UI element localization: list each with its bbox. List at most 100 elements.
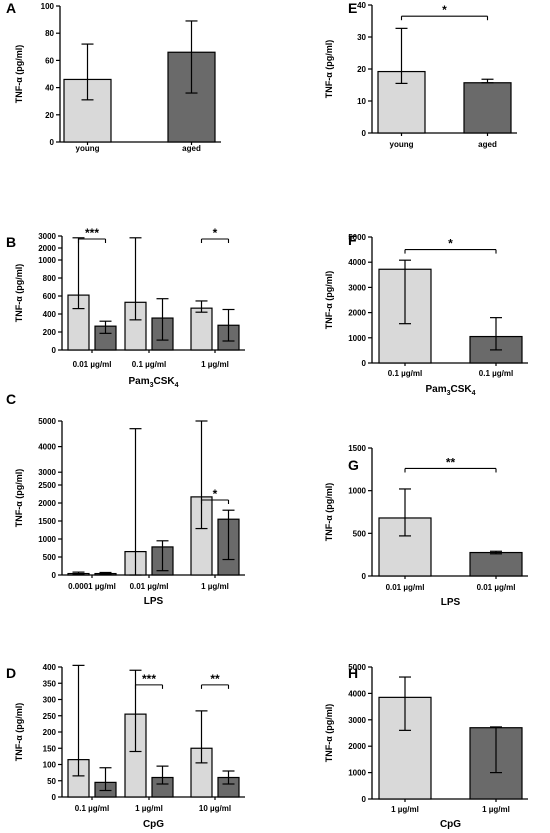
y-tick-label-D: 100 — [43, 761, 57, 770]
y-tick-label-break-C: 5000 — [38, 417, 56, 426]
y-tick-label-C: 500 — [43, 553, 57, 562]
x-tick-label-C: 0.0001 µg/ml — [68, 582, 116, 591]
y-tick-label-A: 0 — [50, 138, 55, 147]
y-tick-label-D: 150 — [43, 744, 57, 753]
y-tick-label-F: 3000 — [348, 283, 366, 292]
significance-label-D: ** — [210, 672, 220, 686]
y-tick-label-H: 2000 — [348, 742, 366, 751]
y-tick-label-B: 600 — [43, 292, 57, 301]
y-tick-label-D: 50 — [47, 777, 56, 786]
x-axis-label-C: LPS — [144, 596, 164, 607]
y-tick-label-A: 80 — [45, 29, 54, 38]
y-tick-label-G: 1500 — [348, 444, 366, 453]
significance-label-E: * — [442, 3, 447, 17]
bar-G-aged — [469, 551, 523, 577]
panel-letter-D: D — [6, 665, 16, 681]
y-tick-label-D: 300 — [43, 696, 57, 705]
y-tick-label-C: 1500 — [38, 517, 56, 526]
y-axis-label-D: TNF-α (pg/ml) — [14, 703, 24, 762]
significance-label-D: *** — [142, 672, 156, 686]
y-tick-label-E: 40 — [357, 1, 366, 10]
x-axis-label-part-B: 3 — [150, 382, 154, 389]
y-tick-label-break-B: 2000 — [38, 244, 56, 253]
x-tick-label-E: aged — [478, 140, 497, 149]
y-tick-label-G: 500 — [353, 529, 367, 538]
x-tick-label-G: 0.01 µg/ml — [477, 583, 516, 592]
y-tick-label-E: 10 — [357, 97, 366, 106]
x-axis-label-D: CpG — [143, 819, 164, 830]
y-tick-label-D: 200 — [43, 728, 57, 737]
y-axis-label-H: TNF-α (pg/ml) — [324, 704, 334, 763]
significance-label-B: * — [213, 226, 218, 240]
significance-label-F: * — [448, 237, 453, 251]
y-tick-label-D: 250 — [43, 712, 57, 721]
x-tick-label-B: 1 µg/ml — [201, 360, 229, 369]
x-tick-label-B: 0.1 µg/ml — [132, 360, 166, 369]
y-tick-label-D: 400 — [43, 663, 57, 672]
y-tick-label-break-B: 3000 — [38, 232, 56, 241]
panel-letter-F: F — [348, 232, 357, 248]
panel-letter-A: A — [6, 0, 16, 16]
x-tick-label-G: 0.01 µg/ml — [386, 583, 425, 592]
y-tick-label-E: 20 — [357, 65, 366, 74]
x-tick-label-H: 1 µg/ml — [482, 805, 510, 814]
panel-letter-H: H — [348, 665, 358, 681]
y-tick-label-C: 1000 — [38, 535, 56, 544]
y-tick-label-C: 2500 — [38, 481, 56, 490]
y-tick-label-A: 40 — [45, 84, 54, 93]
bar-B-young — [190, 307, 213, 351]
y-tick-label-G: 0 — [362, 572, 367, 581]
y-tick-label-F: 4000 — [348, 258, 366, 267]
y-axis-label-F: TNF-α (pg/ml) — [324, 271, 334, 330]
y-tick-label-F: 2000 — [348, 309, 366, 318]
y-tick-label-G: 1000 — [348, 487, 366, 496]
y-tick-label-D: 0 — [52, 793, 57, 802]
y-tick-label-H: 1000 — [348, 769, 366, 778]
x-axis-label-G: LPS — [441, 597, 461, 608]
y-tick-label-F: 5000 — [348, 233, 366, 242]
x-tick-label-B: 0.01 µg/ml — [73, 360, 112, 369]
x-tick-label-F: 0.1 µg/ml — [388, 369, 422, 378]
x-axis-label-part-B: 4 — [175, 382, 179, 389]
significance-label-G: ** — [446, 455, 456, 469]
x-tick-label-C: 1 µg/ml — [201, 582, 229, 591]
x-tick-label-D: 0.1 µg/ml — [75, 804, 109, 813]
panel-letter-E: E — [348, 0, 357, 16]
y-tick-label-E: 0 — [362, 129, 367, 138]
y-tick-label-H: 5000 — [348, 663, 366, 672]
y-axis-label-B: TNF-α (pg/ml) — [14, 264, 24, 323]
x-axis-label-F: Pam3CSK4 — [425, 384, 475, 397]
x-tick-label-C: 0.01 µg/ml — [130, 582, 169, 591]
significance-label-C: * — [213, 487, 218, 501]
panel-letter-G: G — [348, 457, 359, 473]
x-tick-label-H: 1 µg/ml — [391, 805, 419, 814]
x-tick-label-F: 0.1 µg/ml — [479, 369, 513, 378]
x-axis-label-part-B: CSK — [154, 376, 176, 387]
y-tick-label-B: 0 — [52, 346, 57, 355]
y-tick-label-E: 30 — [357, 33, 366, 42]
panel-letter-B: B — [6, 234, 16, 250]
y-tick-label-H: 4000 — [348, 689, 366, 698]
bar-E-aged — [463, 82, 512, 134]
y-axis-label-A: TNF-α (pg/ml) — [14, 45, 24, 104]
y-tick-label-B: 1000 — [38, 256, 56, 265]
bar-G-young — [378, 517, 432, 577]
y-tick-label-A: 100 — [41, 2, 55, 11]
x-axis-label-part-F: Pam — [425, 384, 446, 395]
y-axis-label-E: TNF-α (pg/ml) — [324, 40, 334, 99]
y-tick-label-break-C: 4000 — [38, 443, 56, 452]
y-tick-label-H: 3000 — [348, 716, 366, 725]
y-tick-label-F: 1000 — [348, 334, 366, 343]
y-tick-label-C: 0 — [52, 571, 57, 580]
x-tick-label-D: 1 µg/ml — [135, 804, 163, 813]
y-tick-label-D: 350 — [43, 679, 57, 688]
y-axis-label-C: TNF-α (pg/ml) — [14, 469, 24, 528]
x-tick-label-E: young — [390, 140, 414, 149]
y-tick-label-A: 20 — [45, 111, 54, 120]
x-tick-label-A: young — [76, 144, 100, 153]
x-tick-label-D: 10 µg/ml — [199, 804, 231, 813]
y-tick-label-F: 0 — [362, 359, 367, 368]
x-axis-label-part-B: Pam — [128, 376, 149, 387]
x-axis-label-H: CpG — [440, 819, 461, 830]
